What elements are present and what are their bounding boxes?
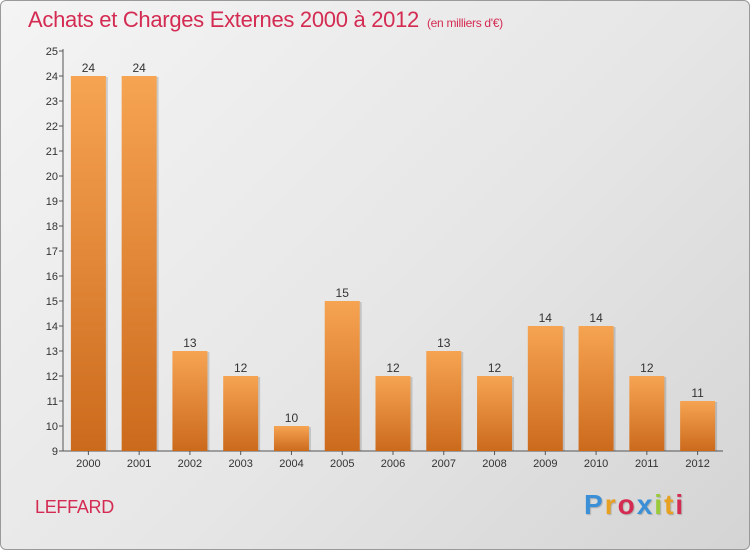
- y-tick-label: 10: [46, 421, 58, 433]
- bar-2001: [121, 76, 157, 451]
- data-label-2007: 13: [437, 336, 451, 350]
- y-tick-label: 23: [46, 96, 58, 108]
- chart-axes: 9 10 11 12 13 14 15 16 17 18 19 20 21 22 23 24 25 2000 200…: [46, 46, 723, 470]
- data-label-2001: 24: [132, 61, 146, 75]
- logo-letter: x: [636, 489, 655, 520]
- data-label-2005: 15: [336, 286, 350, 300]
- chart-title-text: Achats et Charges Externes 2000 à 2012: [28, 7, 419, 32]
- chart-bars: [70, 76, 718, 451]
- y-tick-label: 19: [46, 196, 58, 208]
- x-tick-label-2006: 2006: [381, 458, 405, 470]
- y-tick-label: 20: [46, 171, 58, 183]
- logo-letter: P: [584, 489, 605, 520]
- x-tick-label-2011: 2011: [635, 458, 659, 470]
- bar-2006: [375, 376, 411, 451]
- x-tick-label-2002: 2002: [178, 458, 202, 470]
- logo-letter: i: [675, 489, 686, 520]
- y-tick-label: 24: [46, 71, 58, 83]
- x-tick-label-2009: 2009: [533, 458, 557, 470]
- y-tick-label: 9: [52, 446, 58, 458]
- bar-2010: [578, 326, 614, 451]
- data-label-2003: 12: [234, 361, 248, 375]
- chart-title: Achats et Charges Externes 2000 à 2012 (e…: [28, 7, 503, 33]
- data-label-2006: 12: [386, 361, 400, 375]
- data-label-2004: 10: [285, 411, 299, 425]
- y-tick-label: 16: [46, 271, 58, 283]
- x-tick-label-2003: 2003: [228, 458, 252, 470]
- x-tick-label-2012: 2012: [685, 458, 709, 470]
- data-label-2011: 12: [640, 361, 654, 375]
- y-tick-label: 15: [46, 296, 58, 308]
- bar-2008: [477, 376, 513, 451]
- bar-2004: [273, 426, 309, 451]
- bar-2007: [426, 351, 462, 451]
- y-tick-label: 11: [47, 396, 58, 408]
- x-tick-label-2005: 2005: [330, 458, 354, 470]
- bar-2009: [527, 326, 563, 451]
- data-label-2009: 14: [539, 311, 553, 325]
- bar-2002: [172, 351, 208, 451]
- data-label-2010: 14: [589, 311, 603, 325]
- bar-2011: [629, 376, 665, 451]
- chart-data-labels: 24 24 13 12 10 15 12 13 12 14 14 12 11: [82, 61, 704, 425]
- y-tick-label: 14: [46, 321, 58, 333]
- y-tick-label: 12: [46, 371, 58, 383]
- data-label-2008: 12: [488, 361, 502, 375]
- chart-subtitle: (en milliers d'€): [426, 16, 503, 30]
- bar-2005: [324, 301, 360, 451]
- data-label-2012: 11: [691, 386, 704, 400]
- x-tick-label-2004: 2004: [279, 458, 303, 470]
- y-tick-label: 18: [46, 221, 58, 233]
- x-tick-label-2010: 2010: [584, 458, 608, 470]
- logo-letter: i: [654, 489, 665, 520]
- y-tick-label: 25: [46, 46, 58, 58]
- y-tick-label: 22: [46, 121, 58, 133]
- x-tick-label-2000: 2000: [76, 458, 100, 470]
- data-label-2002: 13: [183, 336, 197, 350]
- bar-2012: [680, 401, 716, 451]
- x-tick-label-2007: 2007: [432, 458, 456, 470]
- proxiti-logo[interactable]: Proxiti: [584, 489, 685, 521]
- bar-2003: [223, 376, 259, 451]
- commune-name: LEFFARD: [35, 497, 114, 517]
- bar-2000: [70, 76, 106, 451]
- logo-letter: t: [664, 489, 676, 520]
- y-tick-label: 13: [46, 346, 58, 358]
- y-tick-label: 21: [46, 146, 58, 158]
- x-tick-label-2008: 2008: [482, 458, 506, 470]
- y-tick-label: 17: [46, 246, 58, 258]
- logo-letter: o: [617, 489, 637, 520]
- x-tick-label-2001: 2001: [127, 458, 151, 470]
- data-label-2000: 24: [82, 61, 96, 75]
- logo-letter: r: [604, 489, 618, 520]
